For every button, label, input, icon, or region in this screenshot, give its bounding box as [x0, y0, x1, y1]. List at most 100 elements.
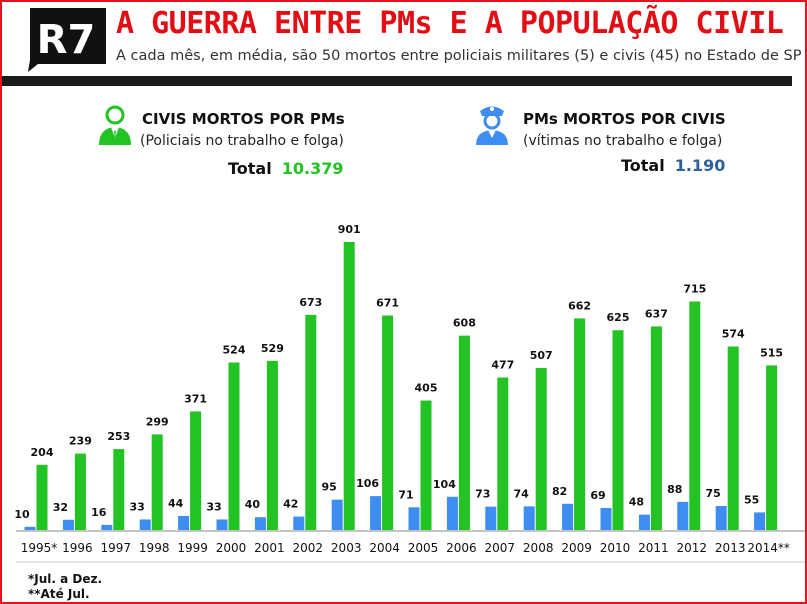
pms-value-label: 71: [398, 488, 413, 501]
x-tick-label: 2007: [485, 541, 516, 555]
pms-bar: [62, 519, 74, 530]
civis-value-label: 574: [722, 328, 745, 341]
civis-bar: [497, 377, 509, 530]
civis-value-label: 507: [530, 349, 553, 362]
pms-value-label: 44: [168, 497, 184, 510]
civis-bar: [113, 449, 125, 530]
civis-value-label: 625: [607, 311, 630, 324]
civis-value-label: 253: [107, 430, 130, 443]
pms-bar: [600, 507, 612, 530]
civis-legend-subtitle: (Policiais no trabalho e folga): [140, 133, 344, 149]
x-tick-label: 1997: [101, 541, 132, 555]
x-tick-label: 2008: [523, 541, 554, 555]
pms-value-label: 16: [91, 506, 107, 519]
civis-value-label: 901: [338, 223, 361, 236]
pms-bar: [331, 499, 343, 530]
r7-logo: R7: [28, 8, 106, 72]
pms-total: Total 1.190: [621, 156, 725, 175]
pms-bar: [101, 524, 113, 530]
x-tick-label: 2010: [600, 541, 631, 555]
civis-value-label: 477: [491, 359, 514, 372]
x-tick-label: 2011: [638, 541, 669, 555]
x-tick-label: 2000: [216, 541, 247, 555]
header: R7 A GUERRA ENTRE PMs E A POPULAÇÃO CIVI…: [2, 2, 805, 86]
pms-bar: [216, 519, 228, 530]
civis-value-label: 662: [568, 299, 591, 312]
pms-value-label: 69: [590, 489, 605, 502]
page-title: A GUERRA ENTRE PMs E A POPULAÇÃO CIVIL: [116, 6, 784, 41]
pms-value-label: 42: [283, 498, 298, 511]
civis-total-label: Total: [228, 159, 272, 178]
civis-value-label: 515: [760, 346, 783, 359]
x-tick-label: 2003: [331, 541, 362, 555]
pms-value-label: 48: [629, 496, 644, 509]
pms-bar: [370, 496, 382, 530]
pms-value-label: 106: [356, 477, 379, 490]
civis-bar: [190, 411, 202, 530]
civis-value-label: 239: [69, 435, 92, 448]
pms-bar: [523, 506, 535, 530]
x-tick-label: 2013: [715, 541, 746, 555]
pms-value-label: 10: [14, 508, 30, 521]
civis-total: Total 10.379: [228, 159, 343, 178]
civis-value-label: 637: [645, 307, 668, 320]
civis-bar: [305, 314, 317, 530]
pms-value-label: 73: [475, 488, 490, 501]
civis-value-label: 715: [683, 282, 706, 295]
pms-value-label: 104: [433, 478, 456, 491]
civis-bar: [689, 301, 701, 530]
pms-bar: [715, 506, 727, 530]
civis-value-label: 204: [31, 446, 54, 459]
pms-total-value: 1.190: [674, 156, 726, 175]
civis-bar: [535, 367, 547, 530]
pms-value-label: 88: [667, 483, 682, 496]
page-subtitle: A cada mês, em média, são 50 mortos entr…: [116, 48, 802, 64]
pms-bar: [24, 526, 36, 530]
x-tick-label: 1998: [139, 541, 170, 555]
x-tick-label: 2009: [561, 541, 592, 555]
civis-bar: [36, 464, 48, 530]
police-officer-icon: [476, 106, 508, 145]
pms-bar: [408, 507, 420, 530]
pms-value-label: 33: [130, 500, 145, 513]
civis-bar: [266, 360, 278, 530]
pms-bar: [293, 516, 305, 530]
pms-legend-subtitle: (vítimas no trabalho e folga): [523, 133, 723, 149]
pms-total-label: Total: [621, 156, 665, 175]
r7-logo-text: R7: [37, 17, 96, 63]
x-tick-label: 2001: [254, 541, 285, 555]
pms-value-label: 74: [514, 487, 530, 500]
civis-bar: [727, 346, 739, 530]
civis-value-label: 405: [415, 382, 438, 395]
pms-bar: [754, 512, 766, 530]
x-tick-label: 2006: [446, 541, 477, 555]
civis-value-label: 673: [299, 296, 322, 309]
footnote-1: *Jul. a Dez.: [28, 572, 103, 586]
footnote-2: **Até Jul.: [28, 587, 90, 601]
civis-bar: [766, 365, 778, 530]
civis-value-label: 299: [146, 415, 169, 428]
pms-value-label: 33: [206, 500, 221, 513]
civis-bar: [612, 330, 624, 530]
x-tick-label: 1996: [62, 541, 93, 555]
pms-bar: [139, 519, 151, 530]
civis-bar: [650, 326, 662, 530]
pms-bar: [485, 506, 497, 530]
pms-bar: [562, 503, 574, 530]
civis-bar: [151, 434, 163, 530]
x-tick-label: 2005: [408, 541, 439, 555]
civis-total-value: 10.379: [281, 159, 344, 178]
bar-chart: 10 204 1995* 32 239 1996 16 253 1997 33 299 1998 44 3…: [14, 223, 805, 563]
civis-value-label: 608: [453, 317, 476, 330]
x-tick-label: 1999: [177, 541, 208, 555]
civis-bar: [343, 242, 355, 530]
pms-bar: [446, 496, 458, 530]
civilian-person-icon: [99, 105, 131, 145]
x-tick-label: 2002: [293, 541, 324, 555]
pms-bar: [254, 517, 266, 530]
civis-value-label: 529: [261, 342, 284, 355]
pms-value-label: 40: [245, 498, 261, 511]
x-tick-label: 1995*: [21, 541, 58, 555]
civis-bar: [74, 453, 86, 530]
x-tick-label: 2012: [677, 541, 708, 555]
